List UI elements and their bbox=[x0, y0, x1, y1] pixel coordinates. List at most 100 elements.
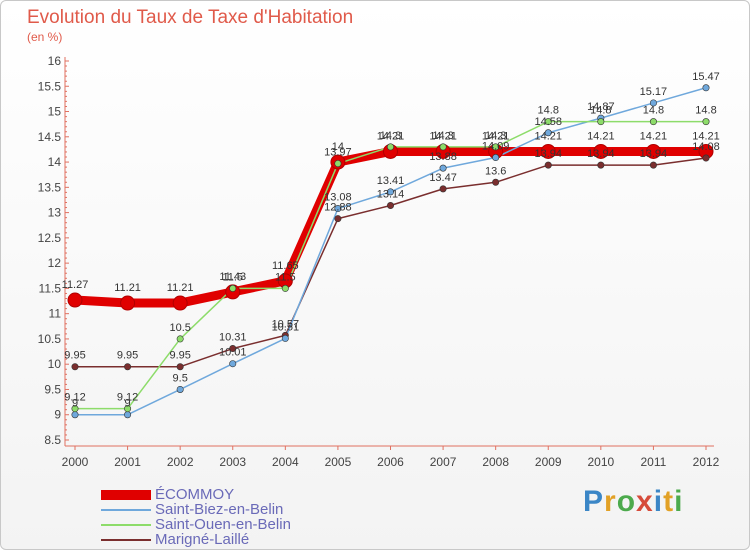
chart-legend: ÉCOMMOY Saint-Biez-en-Belin Saint-Ouen-en-… bbox=[101, 486, 291, 548]
data-point bbox=[645, 143, 661, 159]
y-tick-label: 10.5 bbox=[38, 332, 62, 346]
data-point bbox=[702, 84, 710, 92]
data-label: 14.21 bbox=[692, 130, 720, 142]
data-label: 14.87 bbox=[587, 101, 615, 113]
data-label: 14.21 bbox=[534, 130, 562, 142]
y-tick-label: 12 bbox=[48, 256, 62, 270]
data-point bbox=[281, 334, 289, 342]
y-tick-label: 16 bbox=[48, 54, 62, 68]
data-label: 14.21 bbox=[482, 130, 510, 142]
data-label: 14.3 bbox=[485, 130, 506, 142]
legend-label: Marigné-Laillé bbox=[155, 531, 250, 548]
data-label: 14.08 bbox=[692, 141, 720, 153]
legend-item: Saint-Biez-en-Belin bbox=[101, 501, 291, 518]
x-tick-label: 2007 bbox=[430, 455, 457, 469]
data-point bbox=[386, 188, 394, 196]
data-label: 14.8 bbox=[643, 105, 664, 117]
data-point bbox=[71, 405, 79, 413]
data-point bbox=[334, 205, 342, 213]
data-label: 11.5 bbox=[275, 271, 296, 283]
legend-swatch bbox=[101, 523, 151, 526]
legend-swatch bbox=[101, 508, 151, 511]
data-label: 11.65 bbox=[272, 260, 299, 272]
data-label: 14.3 bbox=[432, 130, 453, 142]
y-tick-label: 15.5 bbox=[38, 79, 62, 93]
legend-item: Saint-Ouen-en-Belin bbox=[101, 516, 291, 533]
data-point bbox=[124, 363, 132, 371]
data-point bbox=[544, 118, 552, 126]
legend-swatch bbox=[101, 489, 151, 500]
data-label: 11.43 bbox=[219, 271, 246, 283]
data-label: 14.8 bbox=[538, 105, 559, 117]
data-point bbox=[597, 161, 605, 169]
logo-letter: r bbox=[604, 485, 617, 518]
data-label: 10.31 bbox=[219, 332, 247, 344]
data-label: 14.3 bbox=[380, 130, 401, 142]
y-tick-label: 8.5 bbox=[44, 433, 61, 447]
data-label: 13.41 bbox=[377, 175, 405, 187]
data-label: 9 bbox=[72, 398, 78, 410]
data-point bbox=[439, 164, 447, 172]
logo-letter: P bbox=[583, 485, 605, 518]
legend-swatch bbox=[101, 538, 151, 541]
x-tick-label: 2001 bbox=[114, 455, 141, 469]
data-label: 12.88 bbox=[324, 202, 352, 214]
x-tick-label: 2000 bbox=[62, 455, 89, 469]
data-point bbox=[649, 161, 657, 169]
legend-item: Marigné-Laillé bbox=[101, 531, 291, 548]
y-tick-label: 12.5 bbox=[38, 231, 62, 245]
data-label: 10.01 bbox=[219, 347, 247, 359]
legend-label: Saint-Ouen-en-Belin bbox=[155, 516, 291, 533]
data-point bbox=[702, 154, 710, 162]
y-tick-label: 11 bbox=[49, 307, 62, 321]
data-label: 11.21 bbox=[114, 282, 141, 294]
data-label: 14.8 bbox=[695, 105, 716, 117]
x-tick-label: 2004 bbox=[272, 455, 299, 469]
logo-letter: o bbox=[616, 485, 637, 518]
chart-title: Evolution du Taux de Taxe d'Habitation bbox=[27, 7, 354, 28]
data-label: 11.21 bbox=[167, 282, 194, 294]
data-point bbox=[492, 178, 500, 186]
data-point bbox=[386, 202, 394, 210]
data-point bbox=[702, 118, 710, 126]
chart-points bbox=[67, 84, 714, 419]
logo-letter: i bbox=[674, 485, 684, 518]
data-label: 9.95 bbox=[169, 350, 190, 362]
data-point bbox=[229, 345, 237, 353]
data-point bbox=[120, 295, 136, 311]
data-point bbox=[492, 143, 500, 151]
data-label: 13.08 bbox=[324, 192, 352, 204]
data-point bbox=[71, 411, 79, 419]
data-label: 13.94 bbox=[587, 148, 615, 160]
y-tick-label: 14.5 bbox=[38, 130, 62, 144]
data-point bbox=[176, 335, 184, 343]
data-point bbox=[172, 295, 188, 311]
data-point bbox=[540, 143, 556, 159]
data-point bbox=[439, 185, 447, 193]
legend-label: ÉCOMMOY bbox=[155, 486, 235, 503]
data-label: 9.12 bbox=[64, 392, 85, 404]
data-point bbox=[176, 363, 184, 371]
data-label: 14 bbox=[332, 141, 344, 153]
data-point bbox=[544, 129, 552, 137]
data-point bbox=[649, 99, 657, 107]
data-point bbox=[229, 360, 237, 368]
data-point bbox=[334, 215, 342, 223]
y-tick-label: 10 bbox=[48, 357, 62, 371]
data-point bbox=[649, 118, 657, 126]
data-label: 9 bbox=[125, 398, 131, 410]
data-label: 14.58 bbox=[534, 116, 562, 128]
legend-label: Saint-Biez-en-Belin bbox=[155, 501, 284, 518]
x-tick-label: 2006 bbox=[377, 455, 404, 469]
chart-axes bbox=[64, 57, 714, 447]
data-point bbox=[124, 411, 132, 419]
data-label: 15.17 bbox=[640, 86, 668, 98]
data-label: 14.21 bbox=[429, 130, 457, 142]
x-tick-label: 2009 bbox=[535, 455, 562, 469]
x-tick-label: 2003 bbox=[219, 455, 246, 469]
x-tick-label: 2011 bbox=[641, 455, 667, 469]
legend-item: ÉCOMMOY bbox=[101, 486, 291, 503]
